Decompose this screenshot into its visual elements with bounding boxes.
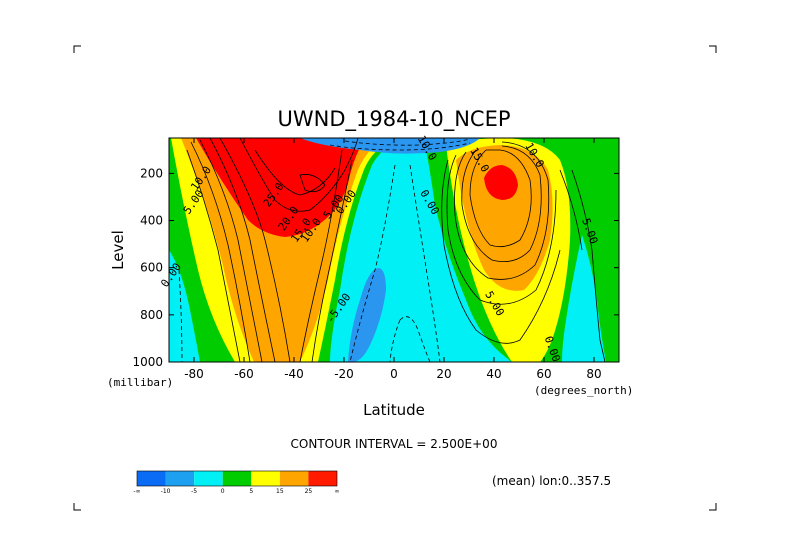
colorbar-label: -10: [161, 488, 171, 495]
red-region-north: [484, 165, 518, 200]
colorbar-frame: [136, 470, 338, 487]
y-tick-label: 600: [140, 261, 163, 275]
colorbar-swatch: [165, 471, 195, 486]
x-tick-label: 20: [436, 367, 451, 381]
y-axis: 200 400 600 800 1000: [132, 166, 619, 369]
x-tick-label: 0: [390, 367, 398, 381]
colorbar-swatch: [137, 471, 166, 486]
y-axis-label: Level: [109, 230, 127, 270]
colorbar-label: -∞: [133, 488, 140, 495]
blue-region-tropics: [348, 268, 386, 362]
colorbar-label: -5: [191, 488, 197, 495]
colorbar-label: 5: [249, 488, 253, 495]
x-tick-label: -60: [234, 367, 254, 381]
x-tick-label: 60: [536, 367, 551, 381]
chart-title: UWND_1984-10_NCEP: [277, 107, 510, 132]
y-unit: (millibar): [107, 376, 173, 389]
plot-field: [169, 138, 619, 362]
colorbar-swatch: [279, 471, 309, 486]
colorbar-label: 15: [276, 488, 284, 495]
crop-marks: [73, 45, 717, 511]
colorbar: -∞ -10 -5 0 5 15 25 ∞: [133, 470, 340, 495]
colorbar-swatch: [194, 471, 223, 486]
colorbar-label: 0: [221, 488, 225, 495]
colorbar-label: 25: [305, 488, 313, 495]
y-tick-label: 200: [140, 166, 163, 180]
x-tick-label: 80: [586, 367, 601, 381]
negative-contours: [178, 138, 471, 362]
colorbar-swatch: [308, 471, 337, 486]
x-tick-label: -80: [184, 367, 204, 381]
contour-lines: [186, 138, 606, 362]
x-axis-label: Latitude: [363, 401, 425, 419]
cyan-pocket-ne: [562, 235, 606, 362]
colorbar-label: ∞: [335, 488, 340, 495]
colorbar-swatch: [251, 471, 280, 486]
contour-interval: CONTOUR INTERVAL = 2.500E+00: [291, 437, 498, 451]
blue-region-top: [300, 138, 480, 154]
x-axis: -80 -60 -40 -20 0 20 40 60 80: [184, 138, 602, 381]
x-unit: (degrees_north): [534, 384, 633, 397]
y-tick-label: 1000: [132, 355, 163, 369]
mean-note: (mean) lon:0..357.5: [492, 474, 611, 488]
red-region-south: [196, 138, 365, 237]
orange-region-north: [456, 145, 553, 291]
x-tick-label: -40: [284, 367, 304, 381]
x-tick-label: -20: [334, 367, 354, 381]
x-tick-label: 40: [486, 367, 501, 381]
colorbar-swatch: [222, 471, 252, 486]
y-tick-label: 400: [140, 214, 163, 228]
green-wedge-ne: [604, 248, 619, 320]
cyan-pocket-sw: [169, 250, 200, 362]
y-tick-label: 800: [140, 308, 163, 322]
